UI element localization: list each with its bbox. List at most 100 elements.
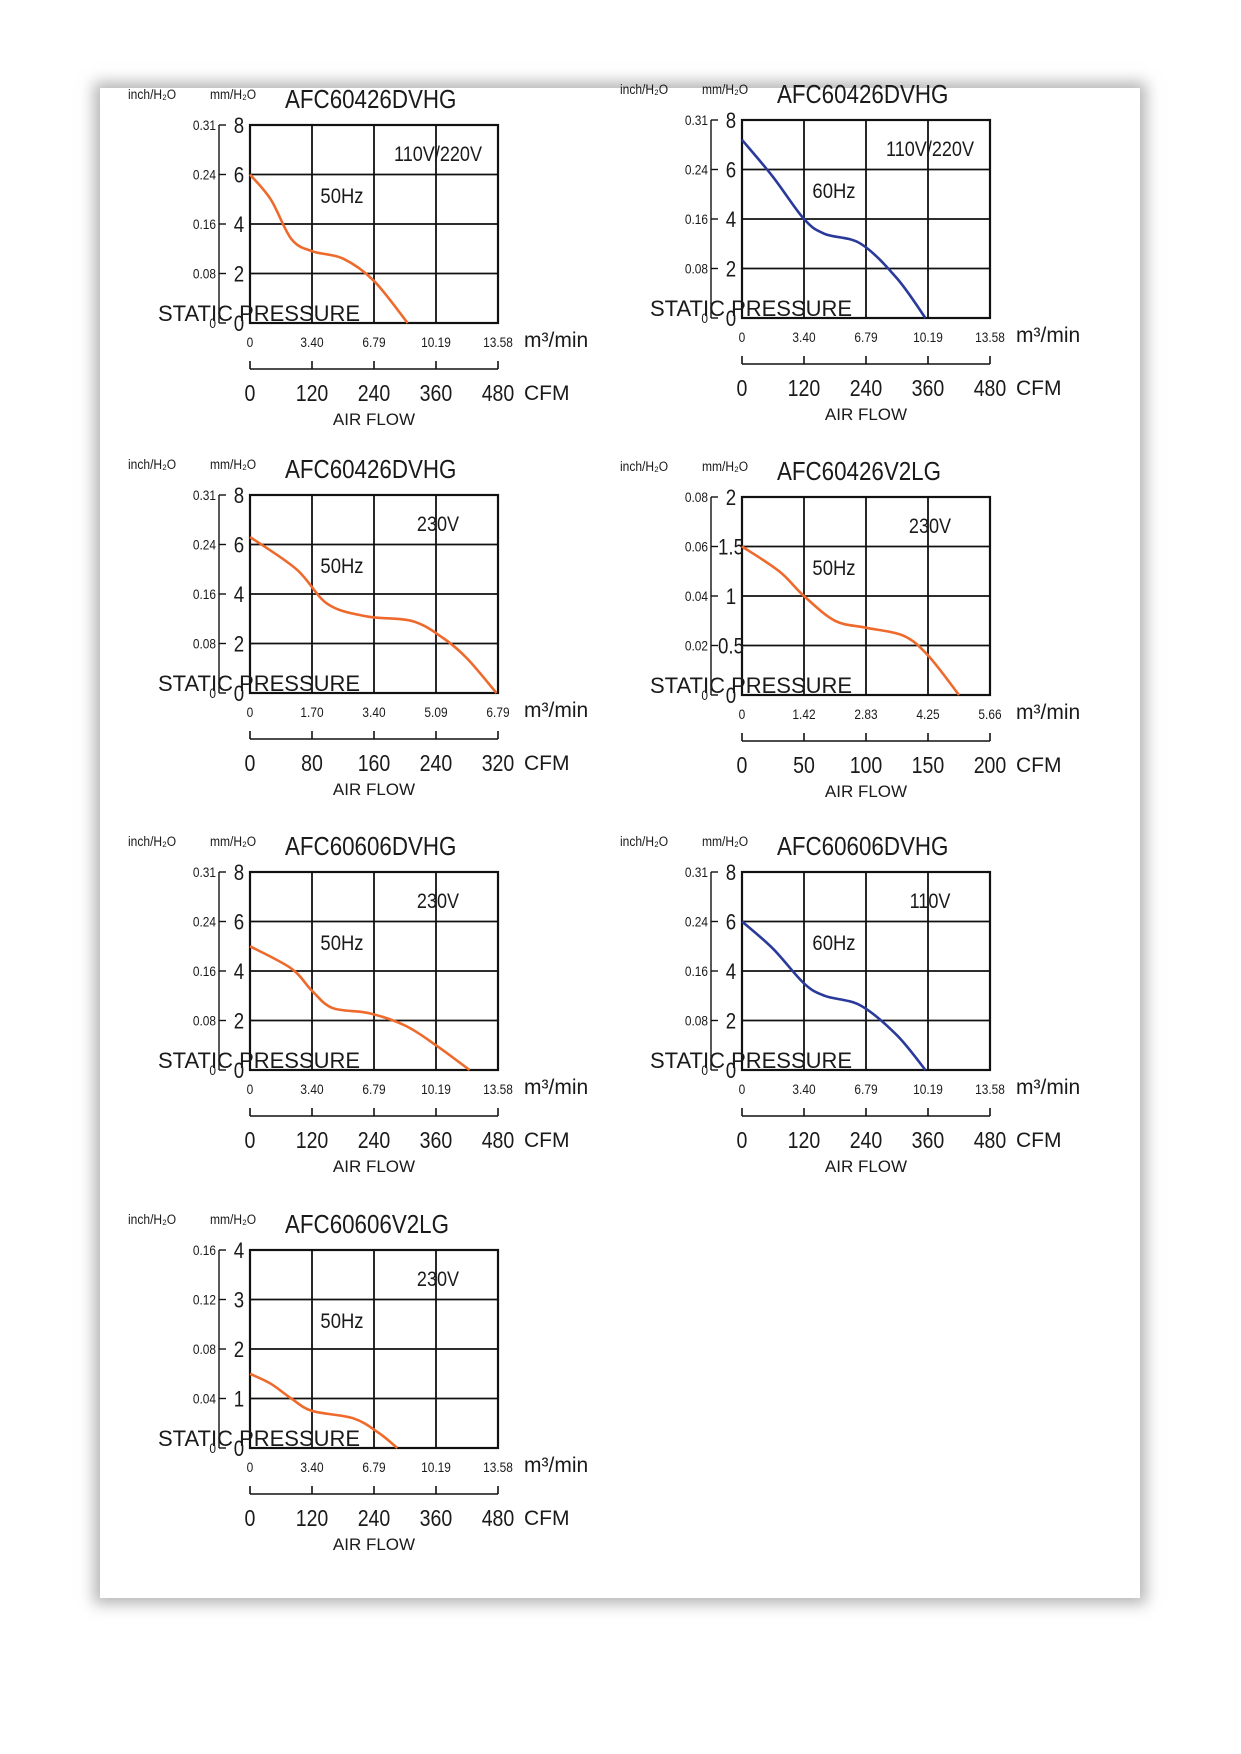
y-tick-label-inch: 0.08 (193, 1013, 216, 1029)
x-axis-title: AIR FLOW (333, 1535, 415, 1554)
x-axis-title: AIR FLOW (825, 1157, 907, 1176)
x-tick-label-cfm: 240 (358, 1128, 391, 1154)
y-tick-label-mm: 2 (726, 1010, 736, 1034)
x-tick-label-m3: 2.83 (854, 706, 877, 722)
y-tick-label-inch: 0.06 (685, 539, 708, 555)
x-unit-cfm: CFM (1016, 1129, 1062, 1152)
series-line-60hz (741, 138, 927, 319)
y-tick-label-mm: 3 (234, 1289, 244, 1313)
x-tick-label-m3: 0 (739, 1081, 746, 1097)
y-tick-label-inch: 0.04 (685, 588, 708, 604)
series-label-60hz: 60Hz (812, 180, 855, 203)
chart-title-model: AFC60426V2LG (777, 457, 941, 486)
unit-label-inch: inch/H₂O (620, 833, 668, 849)
series-line-50hz (249, 536, 498, 694)
x-unit-cfm: CFM (524, 1507, 570, 1530)
x-tick-label-cfm: 200 (974, 753, 1007, 779)
x-axis-title: AIR FLOW (825, 405, 907, 424)
y-tick-label-inch: 0.31 (193, 487, 216, 503)
x-tick-label-m3: 6.79 (854, 1081, 877, 1097)
y-tick-label-mm: 8 (726, 110, 736, 134)
y-tick-label-inch: 0.24 (193, 537, 216, 553)
x-tick-label-cfm: 240 (850, 1128, 883, 1154)
unit-label-inch: inch/H₂O (128, 833, 176, 849)
x-tick-label-cfm: 480 (482, 1128, 515, 1154)
y-tick-label-mm: 1 (726, 586, 736, 610)
y-axis-title: STATIC PRESSURE (158, 1048, 360, 1073)
x-tick-label-cfm: 240 (850, 376, 883, 402)
unit-label-mm: mm/H₂O (210, 86, 256, 102)
y-tick-label-mm: 0 (726, 685, 736, 709)
y-tick-label-mm: 8 (234, 115, 244, 139)
x-tick-label-cfm: 120 (788, 376, 821, 402)
y-tick-label-inch: 0.02 (685, 638, 708, 654)
x-unit-cfm: CFM (524, 752, 570, 775)
unit-label-inch: inch/H₂O (128, 1211, 176, 1227)
x-tick-label-m3: 6.79 (362, 334, 385, 350)
y-tick-label-inch: 0.16 (685, 963, 708, 979)
series-label-50hz: 50Hz (320, 185, 363, 208)
x-tick-label-cfm: 120 (296, 381, 329, 407)
x-tick-label-cfm: 80 (301, 751, 323, 777)
chart-title-model: AFC60606V2LG (285, 1210, 449, 1239)
y-tick-label-mm: 8 (726, 862, 736, 886)
x-unit-cfm: CFM (524, 382, 570, 405)
y-tick-label-inch: 0 (209, 685, 216, 701)
y-tick-label-mm: 2 (234, 1339, 244, 1363)
x-tick-label-m3: 10.19 (913, 1081, 943, 1097)
x-tick-label-m3: 1.70 (300, 704, 323, 720)
y-tick-label-inch: 0.08 (685, 489, 708, 505)
x-tick-label-m3: 10.19 (421, 334, 451, 350)
y-tick-label-inch: 0 (701, 310, 708, 326)
voltage-label: 230V (417, 513, 459, 537)
y-tick-label-mm: 1.5 (718, 536, 744, 560)
x-tick-label-cfm: 360 (420, 1506, 453, 1532)
y-tick-label-inch: 0.24 (193, 167, 216, 183)
y-tick-label-mm: 4 (726, 961, 736, 985)
y-tick-label-inch: 0.31 (193, 117, 216, 133)
x-unit-cfm: CFM (1016, 377, 1062, 400)
x-tick-label-m3: 0 (247, 1081, 254, 1097)
y-tick-label-inch: 0.08 (193, 1341, 216, 1357)
series-label-50hz: 50Hz (320, 1310, 363, 1333)
x-unit-m3: m³/min (524, 1454, 588, 1477)
y-tick-label-inch: 0.04 (193, 1391, 216, 1407)
x-unit-m3: m³/min (524, 329, 588, 352)
x-tick-label-cfm: 0 (245, 1128, 256, 1154)
x-tick-label-m3: 6.79 (362, 1459, 385, 1475)
y-tick-label-mm: 0 (234, 1438, 244, 1462)
x-unit-cfm: CFM (1016, 754, 1062, 777)
y-tick-label-mm: 6 (234, 164, 244, 188)
chart-title-model: AFC60606DVHG (285, 832, 456, 861)
y-axis-title: STATIC PRESSURE (158, 671, 360, 696)
x-tick-label-cfm: 0 (245, 1506, 256, 1532)
x-tick-label-cfm: 240 (358, 1506, 391, 1532)
y-tick-label-inch: 0.08 (193, 636, 216, 652)
x-tick-label-cfm: 240 (358, 381, 391, 407)
y-axis-title: STATIC PRESSURE (158, 1426, 360, 1451)
x-tick-label-cfm: 320 (482, 751, 515, 777)
x-tick-label-m3: 5.09 (424, 704, 447, 720)
x-tick-label-m3: 3.40 (300, 1459, 323, 1475)
series-label-50hz: 50Hz (320, 932, 363, 955)
y-tick-label-mm: 4 (234, 1240, 244, 1264)
y-tick-label-mm: 4 (726, 209, 736, 233)
x-tick-label-m3: 10.19 (913, 329, 943, 345)
x-tick-label-m3: 0 (739, 706, 746, 722)
x-tick-label-m3: 4.25 (916, 706, 939, 722)
y-tick-label-inch: 0 (209, 315, 216, 331)
x-tick-label-cfm: 360 (420, 1128, 453, 1154)
x-tick-label-m3: 0 (247, 334, 254, 350)
x-tick-label-m3: 10.19 (421, 1081, 451, 1097)
series-line-60hz (741, 920, 927, 1071)
chart-title-model: AFC60426DVHG (777, 80, 948, 109)
y-tick-label-inch: 0.16 (193, 216, 216, 232)
chart-title-model: AFC60426DVHG (285, 455, 456, 484)
y-tick-label-mm: 2 (234, 263, 244, 287)
x-tick-label-cfm: 50 (793, 753, 815, 779)
voltage-label: 110V (910, 890, 951, 914)
y-axis-title: STATIC PRESSURE (650, 1048, 852, 1073)
y-tick-label-mm: 6 (726, 159, 736, 183)
unit-label-inch: inch/H₂O (620, 81, 668, 97)
x-tick-label-cfm: 0 (737, 1128, 748, 1154)
